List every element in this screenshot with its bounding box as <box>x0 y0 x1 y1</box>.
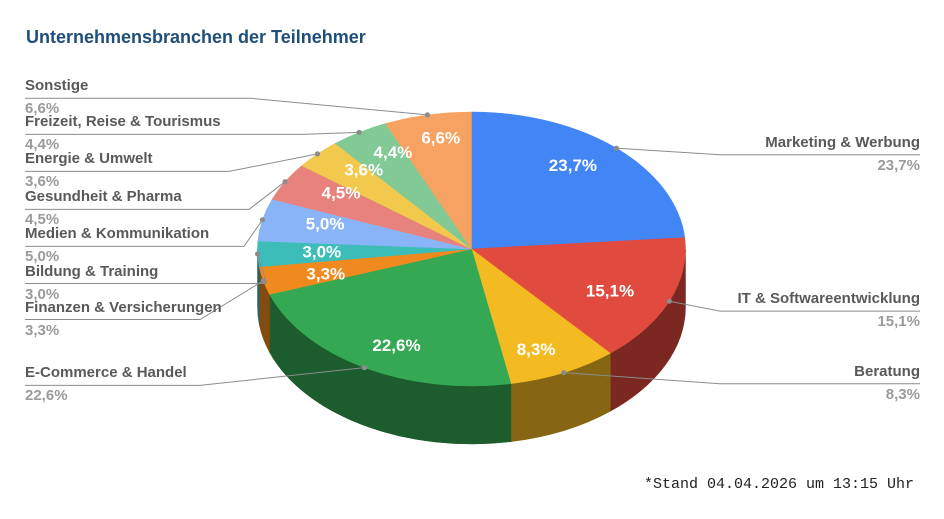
svg-text:5,0%: 5,0% <box>306 214 345 233</box>
svg-text:8,3%: 8,3% <box>517 340 556 359</box>
svg-text:3,0%: 3,0% <box>302 243 341 262</box>
svg-text:22,6%: 22,6% <box>372 336 420 355</box>
svg-text:23,7%: 23,7% <box>549 156 597 175</box>
svg-text:3,3%: 3,3% <box>306 264 345 283</box>
svg-text:3,6%: 3,6% <box>344 160 383 179</box>
svg-text:4,4%: 4,4% <box>374 143 413 162</box>
svg-text:15,1%: 15,1% <box>586 281 634 300</box>
svg-text:4,5%: 4,5% <box>322 183 361 202</box>
svg-text:6,6%: 6,6% <box>421 129 460 148</box>
